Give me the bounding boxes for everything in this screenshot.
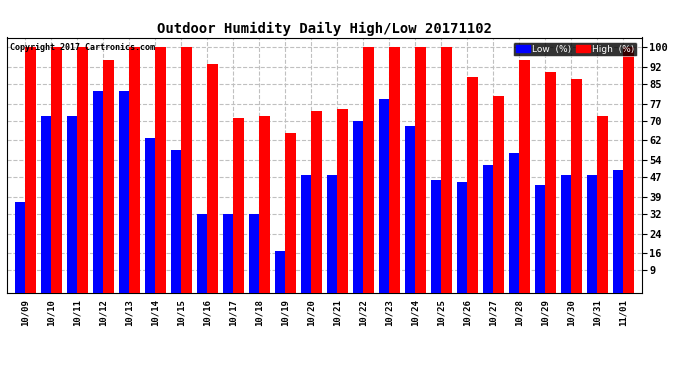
Bar — [364, 47, 374, 292]
Bar — [155, 47, 166, 292]
Bar — [571, 79, 582, 292]
Bar — [545, 72, 556, 292]
Bar — [92, 92, 104, 292]
Bar — [51, 47, 61, 292]
Bar — [493, 96, 504, 292]
Bar — [509, 153, 520, 292]
Legend: Low  (%), High  (%): Low (%), High (%) — [513, 42, 637, 56]
Bar — [41, 116, 51, 292]
Bar — [233, 118, 244, 292]
Bar — [442, 47, 452, 292]
Bar — [301, 175, 311, 292]
Bar — [77, 47, 88, 292]
Bar — [223, 214, 233, 292]
Bar — [520, 60, 530, 292]
Bar — [181, 47, 192, 292]
Bar — [483, 165, 493, 292]
Bar — [467, 77, 477, 292]
Bar — [207, 64, 217, 292]
Bar — [624, 47, 634, 292]
Bar — [285, 133, 296, 292]
Bar — [67, 116, 77, 292]
Bar — [119, 92, 129, 292]
Bar — [561, 175, 571, 292]
Bar — [535, 184, 545, 292]
Bar — [14, 202, 25, 292]
Bar — [275, 251, 285, 292]
Title: Outdoor Humidity Daily High/Low 20171102: Outdoor Humidity Daily High/Low 20171102 — [157, 22, 492, 36]
Bar — [259, 116, 270, 292]
Bar — [25, 47, 35, 292]
Bar — [249, 214, 259, 292]
Bar — [613, 170, 624, 292]
Text: Copyright 2017 Cartronics.com: Copyright 2017 Cartronics.com — [10, 43, 155, 52]
Bar — [337, 109, 348, 292]
Bar — [129, 47, 139, 292]
Bar — [587, 175, 598, 292]
Bar — [389, 47, 400, 292]
Bar — [327, 175, 337, 292]
Bar — [431, 180, 442, 292]
Bar — [197, 214, 207, 292]
Bar — [145, 138, 155, 292]
Bar — [311, 111, 322, 292]
Bar — [104, 60, 114, 292]
Bar — [353, 121, 364, 292]
Bar — [171, 150, 181, 292]
Bar — [379, 99, 389, 292]
Bar — [405, 126, 415, 292]
Bar — [415, 47, 426, 292]
Bar — [598, 116, 608, 292]
Bar — [457, 182, 467, 292]
